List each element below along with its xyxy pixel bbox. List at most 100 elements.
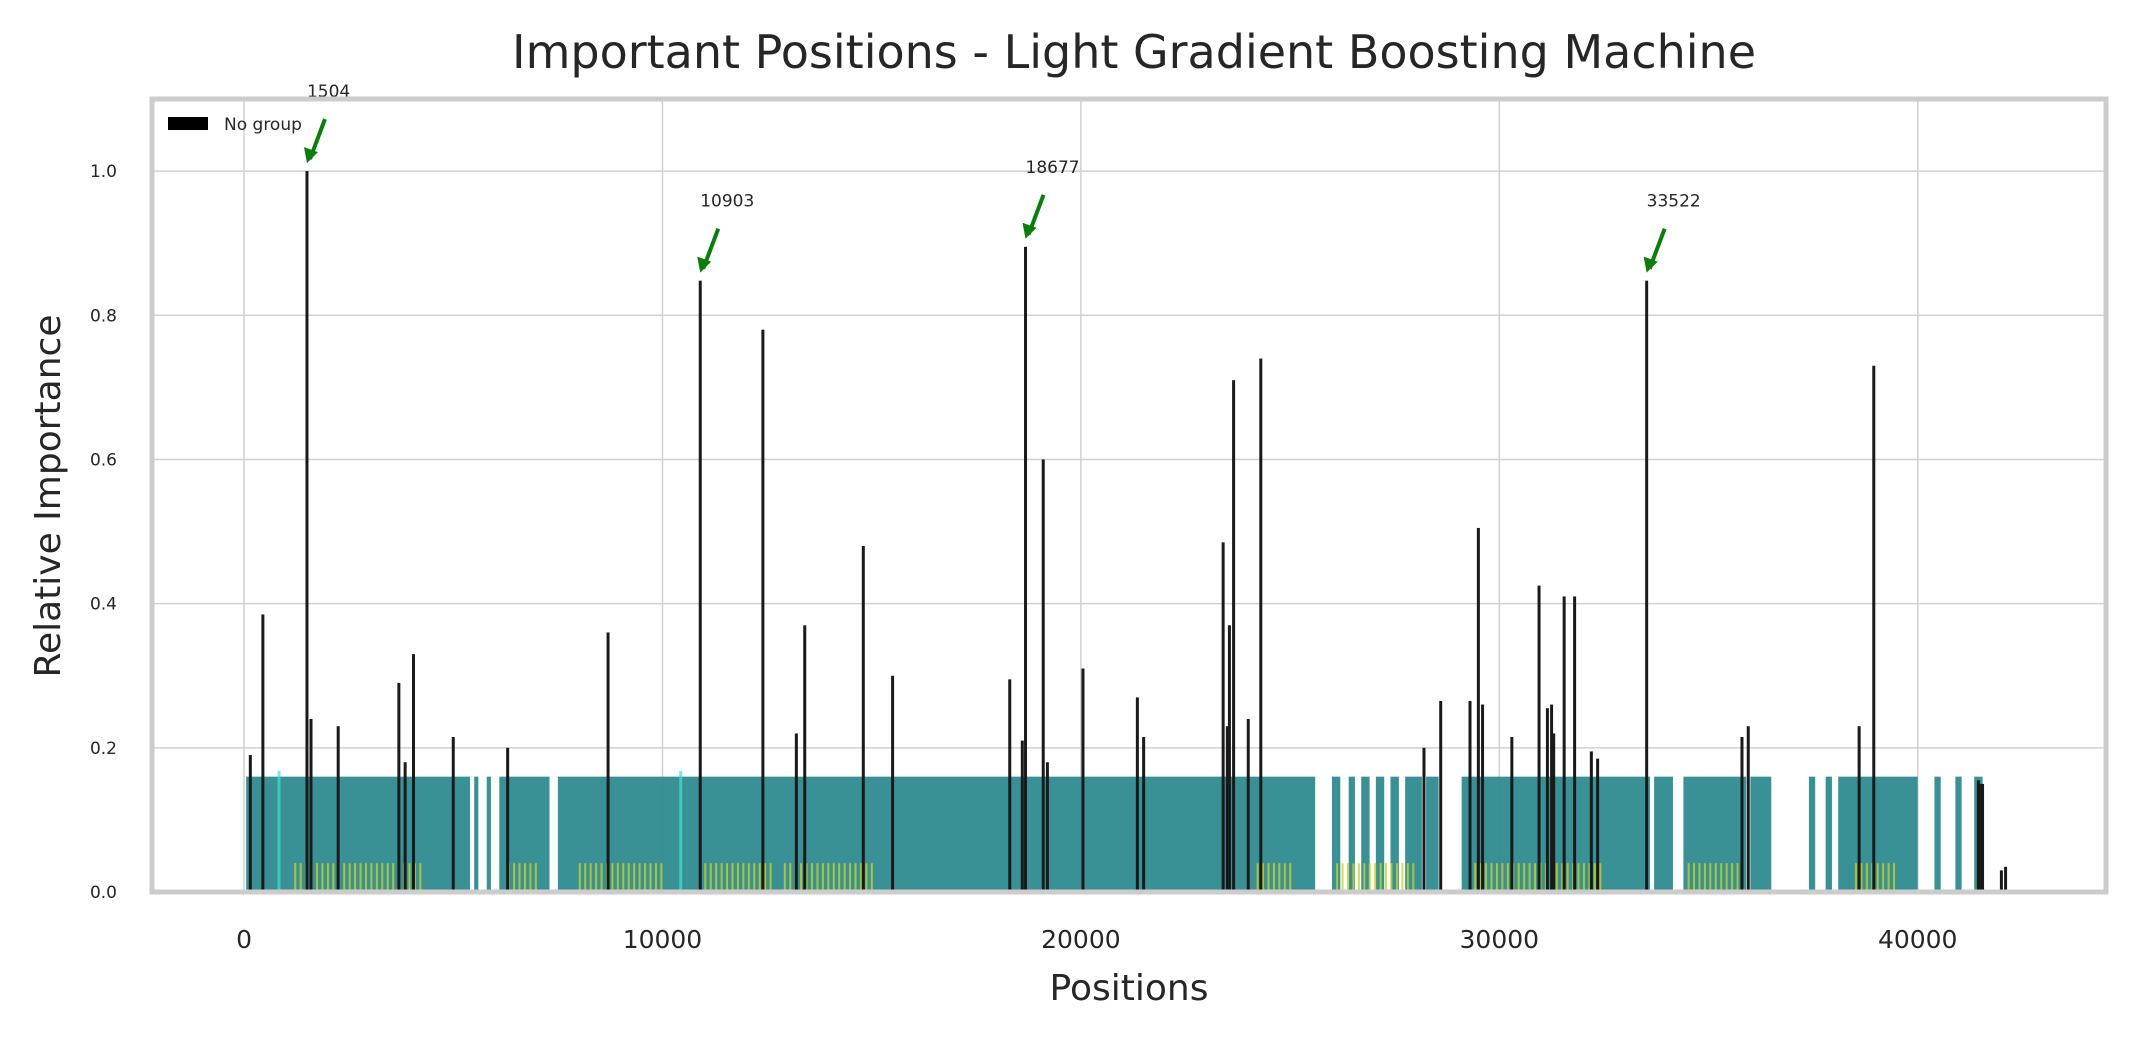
importance-bar	[861, 545, 865, 892]
low-band-stripe	[1278, 863, 1281, 892]
low-band-stripe	[704, 863, 707, 892]
low-band-stripe	[821, 863, 824, 892]
low-band-stripe	[1876, 863, 1879, 892]
low-band-stripe	[731, 863, 734, 892]
low-band-stripe	[584, 863, 587, 892]
low-band-stripe	[321, 863, 324, 892]
low-band-stripe	[1736, 863, 1739, 892]
low-band-stripe	[1528, 863, 1531, 892]
low-band-stripe	[1336, 863, 1339, 892]
low-band-stripe	[1368, 863, 1371, 892]
legend: No group	[168, 115, 302, 135]
low-band-stripe	[1720, 863, 1723, 892]
low-band-stripe	[1882, 863, 1885, 892]
importance-bar	[1468, 700, 1472, 892]
low-band-stripe	[1490, 863, 1493, 892]
importance-bar	[1746, 726, 1750, 892]
low-band-stripe	[1709, 863, 1712, 892]
low-band-stripe	[854, 863, 857, 892]
importance-bar	[1041, 459, 1045, 892]
group-band	[1390, 776, 1399, 892]
low-band-stripe	[1687, 863, 1690, 892]
group-band	[486, 776, 491, 892]
low-band-stripe	[811, 863, 814, 892]
low-band-stripe	[769, 863, 772, 892]
low-band-stripe	[1363, 863, 1366, 892]
low-band-stripe	[1693, 863, 1696, 892]
low-band-stripe	[1698, 863, 1701, 892]
low-band-stripe	[1523, 863, 1526, 892]
low-band-stripe	[1341, 863, 1344, 892]
low-band-stripe	[370, 863, 373, 892]
low-band-stripe	[600, 863, 603, 892]
low-band-stripe	[1593, 863, 1596, 892]
y-tick-label: 1.0	[90, 162, 117, 182]
importance-bar	[1045, 762, 1049, 892]
importance-bar	[248, 755, 252, 892]
importance-bar	[1550, 704, 1554, 892]
low-band-stripe	[1871, 863, 1874, 892]
low-band-stripe	[1272, 863, 1275, 892]
importance-bar	[1857, 726, 1861, 892]
low-band-stripe	[726, 863, 729, 892]
low-band-stripe	[753, 863, 756, 892]
group-band	[246, 776, 470, 892]
low-band-stripe	[1588, 863, 1591, 892]
low-band-stripe	[789, 863, 792, 892]
annotation-arrowhead	[1022, 222, 1037, 239]
low-band-stripe	[523, 863, 526, 892]
y-tick-label: 0.6	[90, 450, 117, 470]
low-band-stripe	[354, 863, 357, 892]
low-band-stripe	[758, 863, 761, 892]
group-band	[1808, 776, 1816, 892]
low-band-stripe	[1534, 863, 1537, 892]
group-band	[1348, 776, 1355, 892]
importance-bar	[403, 762, 407, 892]
group-band	[1654, 776, 1673, 892]
low-band-stripe	[644, 863, 647, 892]
low-band-stripe	[294, 863, 297, 892]
group-band	[474, 776, 479, 892]
importance-bar	[1227, 625, 1231, 892]
importance-bar	[794, 733, 798, 892]
low-band-stripe	[654, 863, 657, 892]
low-band-stripe	[1379, 863, 1382, 892]
low-band-stripe	[529, 863, 532, 892]
low-band-stripe	[616, 863, 619, 892]
x-tick-label: 20000	[1041, 925, 1121, 954]
low-band-stripe	[375, 863, 378, 892]
low-band-stripe	[1893, 863, 1896, 892]
light-band-stripe	[277, 770, 281, 892]
low-band-stripe	[1283, 863, 1286, 892]
importance-bar	[1545, 708, 1549, 892]
importance-bar	[1439, 700, 1443, 892]
low-band-stripe	[832, 863, 835, 892]
low-band-stripe	[1860, 863, 1863, 892]
importance-bar	[1537, 585, 1541, 892]
chart-title: Important Positions - Light Gradient Boo…	[512, 25, 1756, 79]
low-band-stripe	[1374, 863, 1377, 892]
low-band-stripe	[589, 863, 592, 892]
low-band-stripe	[838, 863, 841, 892]
low-band-stripe	[1267, 863, 1270, 892]
legend-swatch	[168, 117, 208, 130]
importance-bar	[1978, 783, 1982, 892]
importance-bar	[1596, 758, 1600, 892]
x-tick-label: 10000	[623, 925, 703, 954]
low-band-stripe	[1406, 863, 1409, 892]
low-band-stripe	[1544, 863, 1547, 892]
low-band-stripe	[843, 863, 846, 892]
low-band-stripe	[1501, 863, 1504, 892]
importance-bar	[1135, 697, 1139, 892]
low-band-stripe	[316, 863, 319, 892]
importance-bar	[1142, 737, 1146, 892]
importance-bar	[761, 329, 765, 892]
group-band	[1361, 776, 1370, 892]
low-band-stripe	[419, 863, 422, 892]
group-bands	[246, 770, 1983, 892]
low-band-stripe	[595, 863, 598, 892]
group-band	[557, 776, 1316, 892]
annotation-label: 33522	[1647, 192, 1701, 212]
importance-bar	[1020, 740, 1024, 892]
